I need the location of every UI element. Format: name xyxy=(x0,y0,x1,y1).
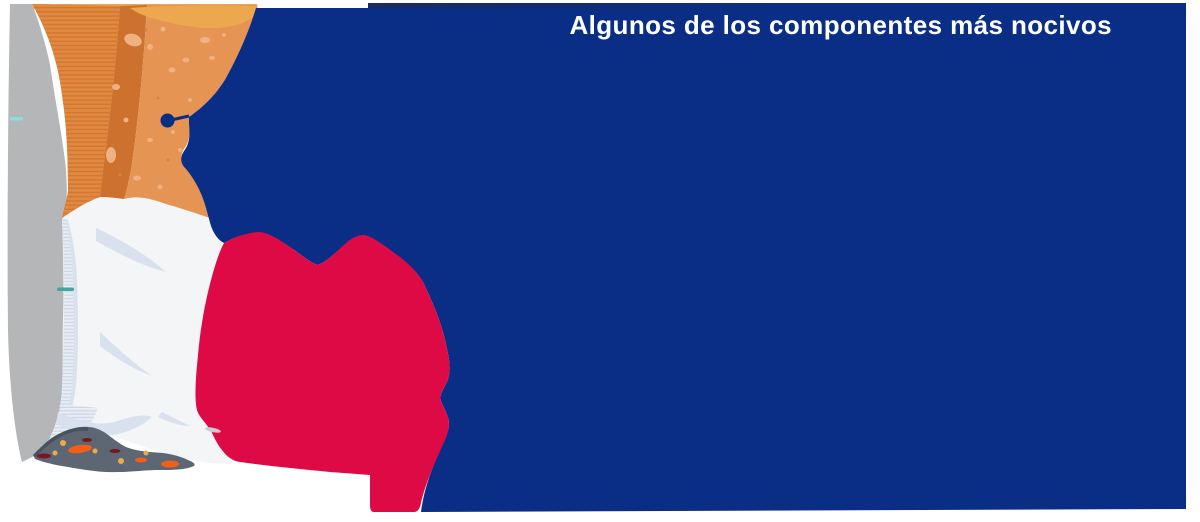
teal-tick-upper xyxy=(10,117,23,121)
paper-fold xyxy=(158,412,190,426)
filter-speckles xyxy=(106,26,226,190)
cigarette-filter-ridge-texture xyxy=(32,4,120,218)
callout-dot xyxy=(160,113,175,128)
cigarette-paper xyxy=(42,197,233,464)
paper-ridge-texture xyxy=(42,218,74,452)
ash-pile-edge xyxy=(33,426,88,457)
smoke-wisp xyxy=(205,427,221,433)
banner-top-strip xyxy=(368,3,1186,8)
embers xyxy=(37,438,179,468)
paper-crease xyxy=(96,228,166,272)
teal-tick-lower xyxy=(57,287,74,291)
cigarette-filter-cap xyxy=(130,5,258,29)
cigarette-filter-cork xyxy=(124,5,258,218)
banner-title: Algunos de los componentes más nocivos xyxy=(569,10,1112,40)
red-smoke-cloud xyxy=(195,232,450,512)
smoke-plume xyxy=(7,4,78,462)
blue-smoke-cloud xyxy=(181,8,1186,512)
